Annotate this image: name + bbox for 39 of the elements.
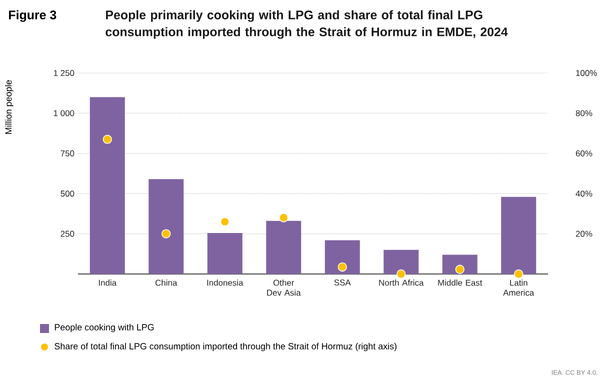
- x-tick-label: China: [156, 280, 178, 286]
- x-tick-label: Indonesia: [207, 280, 244, 286]
- y-axis-title: Million people: [5, 80, 14, 134]
- point: [102, 134, 112, 144]
- legend-label: People cooking with LPG: [54, 324, 154, 332]
- bar: [148, 179, 184, 274]
- bar: [90, 97, 125, 274]
- point: [220, 217, 230, 226]
- point: [279, 213, 288, 222]
- y-tick-label: 1 000: [54, 110, 74, 116]
- point: [162, 229, 171, 238]
- x-tick-label: North Africa: [379, 280, 424, 286]
- bar: [324, 240, 360, 274]
- point: [396, 269, 406, 279]
- x-tick-label: India: [98, 280, 117, 286]
- y2-tick-label: 60%: [576, 150, 592, 156]
- y-tick-label: 500: [60, 190, 74, 197]
- bar: [266, 220, 302, 274]
- x-tick-label: Latin America: [503, 280, 534, 296]
- caption: Figure 3: [9, 10, 56, 22]
- x-tick-label: Other Dev Asia: [267, 280, 301, 296]
- y-tick-label: 750: [60, 150, 74, 156]
- bar: [384, 250, 419, 274]
- y2-tick-label: 40%: [576, 190, 592, 197]
- point: [514, 269, 524, 279]
- y-tick-label: 250: [60, 230, 74, 237]
- y2-tick-label: 20%: [576, 230, 592, 237]
- bar: [207, 232, 242, 274]
- point: [338, 262, 347, 272]
- y-tick-label: 1 250: [54, 70, 74, 76]
- bar: [501, 196, 536, 274]
- bar: [442, 254, 478, 274]
- x-tick-label: SSA: [334, 280, 351, 286]
- y2-tick-label: 100%: [576, 70, 597, 76]
- point: [455, 264, 464, 274]
- y2-tick-label: 80%: [576, 110, 592, 116]
- x-tick-label: Middle East: [438, 280, 482, 286]
- chart-title: People primarily cooking with LPG and share of total final LPG consumption imported through the Strait of Hormuz in EMDE, 2024: [106, 10, 508, 39]
- legend-label: Share of total final LPG consumption imported through the Strait of Hormuz (right axis): [54, 342, 396, 352]
